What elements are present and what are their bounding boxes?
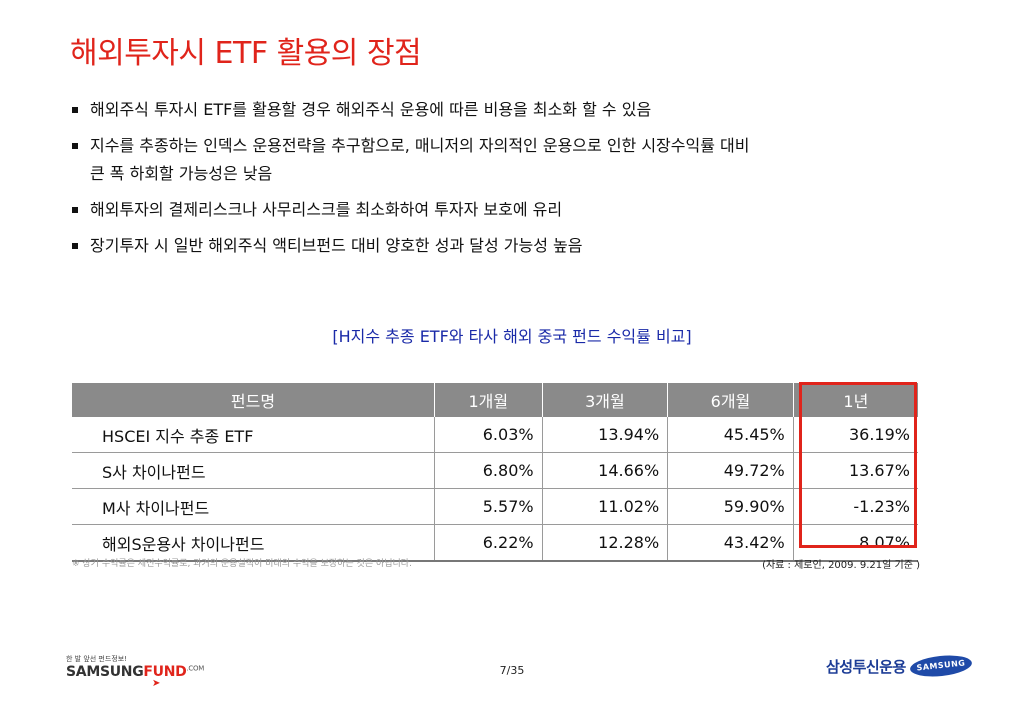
- bullet-square-icon: [72, 143, 78, 149]
- logo-arrow-icon: ➤: [152, 678, 161, 689]
- fund-name-cell: M사 차이나펀드: [72, 488, 435, 525]
- bullet-continuation: 큰 폭 하회할 가능성은 낮음: [72, 160, 952, 188]
- one-year-highlight-box: [799, 382, 917, 548]
- logo-brand-main: SAMSUNG: [66, 664, 144, 680]
- logo-brand-suffix: .COM: [186, 664, 205, 673]
- table-header-row: 펀드명 1개월 3개월 6개월 1년: [72, 383, 918, 417]
- return-cell: 14.66%: [541, 452, 668, 489]
- fund-return-table: 펀드명 1개월 3개월 6개월 1년 HSCEI 지수 추종 ETF 6.03%…: [72, 383, 918, 562]
- bullet-text: 지수를 추종하는 인덱스 운용전략을 추구함으로, 매니저의 자의적인 운용으로…: [90, 136, 750, 155]
- return-cell: 5.57%: [434, 488, 543, 525]
- bullet-list: 해외주식 투자시 ETF를 활용할 경우 해외주식 운용에 따른 비용을 최소화…: [72, 96, 952, 268]
- bullet-text: 장기투자 시 일반 해외주식 액티브펀드 대비 양호한 성과 달성 가능성 높음: [90, 236, 583, 255]
- company-logo-text: 삼성투신운용: [826, 658, 906, 676]
- table-row: M사 차이나펀드 5.57% 11.02% 59.90% -1.23%: [72, 488, 918, 525]
- logo-tagline: 한 발 앞선 펀드정보!: [66, 655, 128, 663]
- bullet-square-icon: [72, 107, 78, 113]
- fund-name-cell: 해외S운용사 차이나펀드: [72, 524, 435, 562]
- header-6-month: 6개월: [667, 383, 794, 417]
- return-cell: 6.80%: [434, 452, 543, 489]
- return-cell: 13.94%: [541, 417, 668, 453]
- bullet-text: 해외투자의 결제리스크나 사무리스크를 최소화하여 투자자 보호에 유리: [90, 200, 563, 219]
- header-3-month: 3개월: [541, 383, 668, 417]
- fund-name-cell: S사 차이나펀드: [72, 452, 435, 489]
- return-cell: 11.02%: [541, 488, 668, 525]
- return-cell: 43.42%: [667, 524, 794, 562]
- fund-name-cell: HSCEI 지수 추종 ETF: [72, 417, 435, 453]
- return-cell: 12.28%: [541, 524, 668, 562]
- bullet-item: 해외투자의 결제리스크나 사무리스크를 최소화하여 투자자 보호에 유리: [72, 196, 952, 224]
- return-cell: 6.03%: [434, 417, 543, 453]
- return-cell: -1.23%: [792, 488, 918, 525]
- table-row: HSCEI 지수 추종 ETF 6.03% 13.94% 45.45% 36.1…: [72, 417, 918, 453]
- return-cell: 45.45%: [667, 417, 794, 453]
- logo-brand: SAMSUNGFUND.COM: [66, 664, 204, 680]
- return-cell: 49.72%: [667, 452, 794, 489]
- return-cell: 6.22%: [434, 524, 543, 562]
- bullet-square-icon: [72, 243, 78, 249]
- bullet-text: 해외주식 투자시 ETF를 활용할 경우 해외주식 운용에 따른 비용을 최소화…: [90, 100, 652, 119]
- return-cell: 8.07%: [792, 524, 918, 562]
- page-title: 해외투자시 ETF 활용의 장점: [70, 36, 422, 71]
- source-note: (자료 : 제로인, 2009. 9.21일 기준 ): [762, 560, 920, 571]
- table-row: 해외S운용사 차이나펀드 6.22% 12.28% 43.42% 8.07%: [72, 524, 918, 562]
- bullet-item: 해외주식 투자시 ETF를 활용할 경우 해외주식 운용에 따른 비용을 최소화…: [72, 96, 952, 124]
- header-1-year: 1년: [792, 383, 918, 417]
- return-cell: 13.67%: [792, 452, 918, 489]
- table-caption: [H지수 추종 ETF와 타사 해외 중국 펀드 수익률 비교]: [332, 327, 692, 346]
- bullet-square-icon: [72, 207, 78, 213]
- bullet-text: 큰 폭 하회할 가능성은 낮음: [90, 164, 273, 183]
- page-number: 7/35: [499, 664, 525, 677]
- return-cell: 59.90%: [667, 488, 794, 525]
- samsungfund-logo: 한 발 앞선 펀드정보! SAMSUNGFUND.COM ➤: [66, 654, 204, 689]
- return-cell: 36.19%: [792, 417, 918, 453]
- table-row: S사 차이나펀드 6.80% 14.66% 49.72% 13.67%: [72, 452, 918, 489]
- disclaimer-note: ※ 상기 수익률은 세전수익률로, 과거의 운용실적이 미래의 수익을 보장하는…: [72, 559, 412, 569]
- bullet-item: 장기투자 시 일반 해외주식 액티브펀드 대비 양호한 성과 달성 가능성 높음: [72, 232, 952, 260]
- logo-brand-accent: FUND: [143, 664, 187, 680]
- header-1-month: 1개월: [434, 383, 543, 417]
- bullet-item: 지수를 추종하는 인덱스 운용전략을 추구함으로, 매니저의 자의적인 운용으로…: [72, 132, 952, 160]
- header-fund-name: 펀드명: [72, 383, 435, 417]
